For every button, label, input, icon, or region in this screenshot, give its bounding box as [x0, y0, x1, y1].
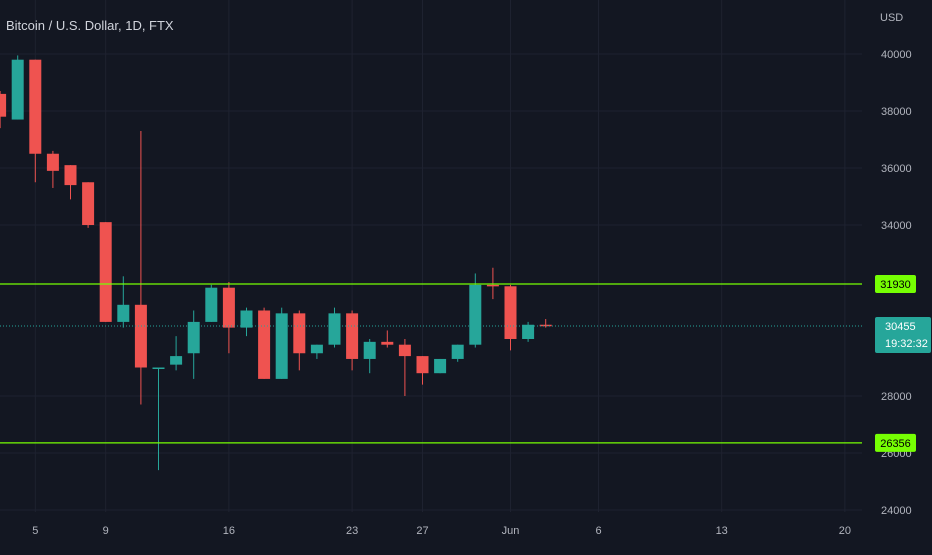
candle-body: [64, 165, 77, 186]
candle-body: [416, 356, 429, 374]
candle-up[interactable]: [152, 367, 165, 471]
candle-body: [310, 344, 323, 354]
candle-up[interactable]: [310, 344, 323, 359]
candle-down[interactable]: [258, 307, 271, 379]
currency-label: USD: [880, 12, 904, 24]
candle-down[interactable]: [416, 356, 429, 385]
candle-down[interactable]: [398, 339, 411, 396]
candle-body: [134, 304, 147, 368]
candle-body: [222, 287, 235, 328]
candle-body: [11, 59, 24, 120]
y-tick-label: 34000: [881, 220, 912, 232]
candle-up[interactable]: [363, 339, 376, 374]
level-price-label: 26356: [880, 438, 911, 450]
x-tick-label: 13: [716, 525, 728, 537]
candle-body: [398, 344, 411, 357]
candle-body: [82, 182, 95, 225]
candle-countdown-label: 19:32:32: [885, 338, 928, 350]
candle-up[interactable]: [522, 321, 535, 342]
candle-body: [29, 59, 42, 154]
candle-up[interactable]: [187, 310, 200, 379]
candle-body: [381, 341, 394, 345]
grid-layer: [0, 0, 862, 512]
candle-up[interactable]: [451, 344, 464, 362]
candle-down[interactable]: [64, 165, 77, 200]
candle-body: [328, 313, 341, 345]
candle-up[interactable]: [11, 55, 24, 120]
y-tick-label: 38000: [881, 106, 912, 118]
candle-up[interactable]: [434, 358, 447, 374]
last-price-label: 30455: [885, 321, 916, 333]
candle-body: [486, 284, 499, 287]
candle-body: [434, 358, 447, 374]
candle-down[interactable]: [0, 91, 7, 129]
candle-layer: [0, 55, 552, 471]
candle-body: [504, 286, 517, 339]
y-tick-label: 36000: [881, 163, 912, 175]
candle-down[interactable]: [46, 150, 59, 188]
candle-body: [293, 313, 306, 354]
x-tick-label: 16: [223, 525, 235, 537]
candle-body: [240, 310, 253, 328]
candle-down[interactable]: [134, 130, 147, 405]
level-price-tag: [875, 433, 916, 452]
candle-down[interactable]: [346, 310, 359, 371]
candle-down[interactable]: [539, 319, 552, 328]
level-price-label: 31930: [880, 279, 911, 291]
candle-body: [99, 222, 112, 322]
candle-body: [539, 324, 552, 327]
x-tick-label: 20: [839, 525, 851, 537]
x-tick-label: Jun: [502, 525, 520, 537]
y-tick-label: 24000: [881, 505, 912, 517]
x-tick-label: 27: [416, 525, 428, 537]
candle-down[interactable]: [504, 284, 517, 351]
y-tick-label: 40000: [881, 49, 912, 61]
candle-down[interactable]: [381, 330, 394, 348]
x-tick-label: 6: [595, 525, 601, 537]
candle-up[interactable]: [117, 276, 130, 328]
candle-down[interactable]: [293, 310, 306, 371]
y-tick-label: 28000: [881, 391, 912, 403]
candle-body: [205, 287, 218, 322]
chart-title: Bitcoin / U.S. Dollar, 1D, FTX: [6, 18, 174, 33]
candle-up[interactable]: [469, 273, 482, 348]
x-tick-label: 9: [103, 525, 109, 537]
level-price-tag: [875, 274, 916, 293]
x-tick-label: 5: [32, 525, 38, 537]
candle-body: [275, 313, 288, 379]
candle-body: [363, 341, 376, 359]
candle-body: [152, 367, 165, 369]
candle-up[interactable]: [275, 307, 288, 379]
candle-body: [0, 93, 7, 117]
candle-body: [46, 153, 59, 171]
candle-down[interactable]: [99, 222, 112, 322]
candle-body: [522, 324, 535, 339]
candle-body: [469, 284, 482, 345]
candle-body: [170, 356, 183, 365]
candle-body: [117, 304, 130, 322]
candle-up[interactable]: [240, 307, 253, 337]
candle-up[interactable]: [205, 284, 218, 322]
candle-down[interactable]: [222, 282, 235, 354]
candle-up[interactable]: [328, 307, 341, 348]
last-price-tag: [875, 317, 931, 354]
candle-down[interactable]: [29, 59, 42, 183]
candle-body: [451, 344, 464, 359]
candle-body: [187, 321, 200, 354]
level-layer: [0, 283, 862, 444]
candle-up[interactable]: [170, 336, 183, 371]
candle-down[interactable]: [82, 182, 95, 228]
candle-body: [258, 310, 271, 379]
candle-body: [346, 313, 359, 359]
x-tick-label: 23: [346, 525, 358, 537]
